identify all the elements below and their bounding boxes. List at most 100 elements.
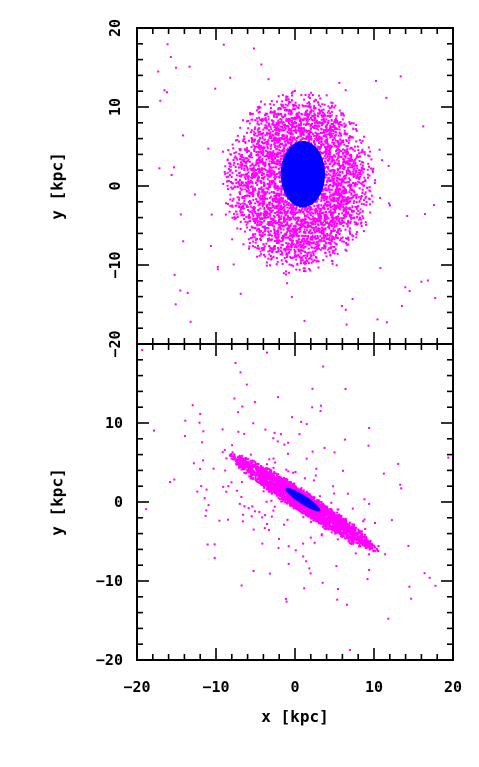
data-point xyxy=(291,126,294,129)
data-point xyxy=(233,162,236,164)
data-point xyxy=(297,128,300,131)
data-point xyxy=(266,153,269,156)
data-point xyxy=(299,241,302,244)
data-point xyxy=(286,254,289,257)
data-point xyxy=(272,137,275,140)
data-point xyxy=(252,140,255,143)
data-point xyxy=(302,242,305,245)
data-point xyxy=(269,255,272,257)
data-point xyxy=(258,105,260,108)
data-point xyxy=(307,139,310,142)
data-point xyxy=(271,197,274,200)
data-point xyxy=(330,216,333,219)
data-point xyxy=(295,122,298,124)
data-point xyxy=(329,151,331,154)
data-point xyxy=(291,227,294,230)
data-point xyxy=(257,175,260,178)
data-point xyxy=(368,150,371,153)
data-point xyxy=(224,165,227,168)
data-point xyxy=(294,254,297,257)
data-point xyxy=(329,247,332,250)
data-point xyxy=(324,192,327,195)
data-point xyxy=(358,152,360,155)
data-point xyxy=(260,187,262,190)
data-point xyxy=(234,155,237,158)
data-point xyxy=(238,152,241,155)
data-point xyxy=(277,221,280,223)
data-point xyxy=(340,112,343,115)
data-point xyxy=(336,215,339,218)
data-point xyxy=(333,241,336,244)
data-point xyxy=(256,122,259,125)
data-point xyxy=(346,151,349,153)
data-point xyxy=(320,239,323,242)
data-point xyxy=(251,181,254,184)
data-point xyxy=(362,230,365,233)
data-point xyxy=(264,210,267,213)
data-point xyxy=(296,254,299,257)
data-point xyxy=(265,214,268,217)
data-point xyxy=(325,162,328,165)
data-point xyxy=(266,182,269,185)
data-point xyxy=(353,217,356,220)
data-point xyxy=(356,174,359,177)
data-point xyxy=(276,210,279,213)
data-point xyxy=(294,227,296,230)
data-point xyxy=(290,256,293,259)
data-point xyxy=(342,206,345,208)
data-point xyxy=(295,233,298,236)
data-point xyxy=(243,148,246,151)
data-point xyxy=(359,211,362,214)
data-point xyxy=(257,195,260,198)
data-point xyxy=(248,247,250,250)
data-point xyxy=(285,231,288,234)
data-point xyxy=(325,127,328,130)
data-point xyxy=(305,221,308,224)
data-point xyxy=(295,268,298,271)
data-point xyxy=(277,113,280,116)
data-point xyxy=(349,188,352,191)
data-point xyxy=(346,168,349,171)
data-point xyxy=(315,211,318,214)
data-point xyxy=(279,206,282,209)
data-point xyxy=(286,243,289,246)
data-point xyxy=(269,150,272,153)
data-point xyxy=(336,511,339,514)
data-point xyxy=(348,154,351,157)
data-point xyxy=(280,193,283,196)
data-point xyxy=(241,164,244,167)
data-point xyxy=(264,212,267,215)
data-point xyxy=(257,244,259,247)
data-point xyxy=(352,210,355,213)
data-point xyxy=(263,138,266,141)
data-point xyxy=(280,207,283,210)
data-point xyxy=(322,143,325,146)
data-point xyxy=(256,141,259,144)
data-point xyxy=(269,111,272,114)
data-point xyxy=(257,168,259,170)
data-point xyxy=(226,184,229,187)
data-point xyxy=(175,66,177,69)
data-point xyxy=(268,208,270,211)
data-point xyxy=(306,215,309,218)
data-point xyxy=(290,121,293,124)
data-point xyxy=(241,162,244,165)
data-point xyxy=(282,104,284,107)
data-point xyxy=(322,234,325,237)
data-point xyxy=(365,223,368,226)
data-point xyxy=(266,140,269,143)
data-point xyxy=(387,164,390,167)
data-point xyxy=(349,231,351,234)
data-point xyxy=(309,125,312,127)
data-point xyxy=(278,144,281,147)
data-point xyxy=(313,106,315,109)
data-point xyxy=(304,251,307,253)
data-point xyxy=(325,213,328,216)
data-point xyxy=(269,126,272,129)
data-point xyxy=(317,103,320,106)
data-point xyxy=(286,141,289,144)
data-point xyxy=(325,118,328,121)
data-point xyxy=(286,253,289,256)
data-point xyxy=(323,112,326,115)
data-point xyxy=(343,143,346,146)
